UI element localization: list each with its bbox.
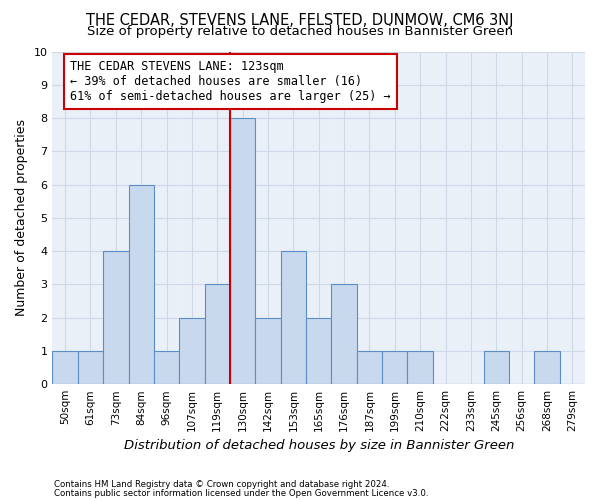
X-axis label: Distribution of detached houses by size in Bannister Green: Distribution of detached houses by size … [124,440,514,452]
Bar [128,184,154,384]
Bar [154,351,179,384]
Bar [484,351,509,384]
Bar [382,351,407,384]
Text: Contains public sector information licensed under the Open Government Licence v3: Contains public sector information licen… [54,488,428,498]
Bar [357,351,382,384]
Y-axis label: Number of detached properties: Number of detached properties [15,120,28,316]
Bar [407,351,433,384]
Text: Contains HM Land Registry data © Crown copyright and database right 2024.: Contains HM Land Registry data © Crown c… [54,480,389,489]
Bar [534,351,560,384]
Bar [78,351,103,384]
Bar [256,318,281,384]
Bar [230,118,256,384]
Bar [52,351,78,384]
Text: THE CEDAR, STEVENS LANE, FELSTED, DUNMOW, CM6 3NJ: THE CEDAR, STEVENS LANE, FELSTED, DUNMOW… [86,12,514,28]
Text: THE CEDAR STEVENS LANE: 123sqm
← 39% of detached houses are smaller (16)
61% of : THE CEDAR STEVENS LANE: 123sqm ← 39% of … [70,60,391,103]
Bar [179,318,205,384]
Bar [205,284,230,384]
Bar [306,318,331,384]
Text: Size of property relative to detached houses in Bannister Green: Size of property relative to detached ho… [87,25,513,38]
Bar [103,251,128,384]
Bar [331,284,357,384]
Bar [281,251,306,384]
